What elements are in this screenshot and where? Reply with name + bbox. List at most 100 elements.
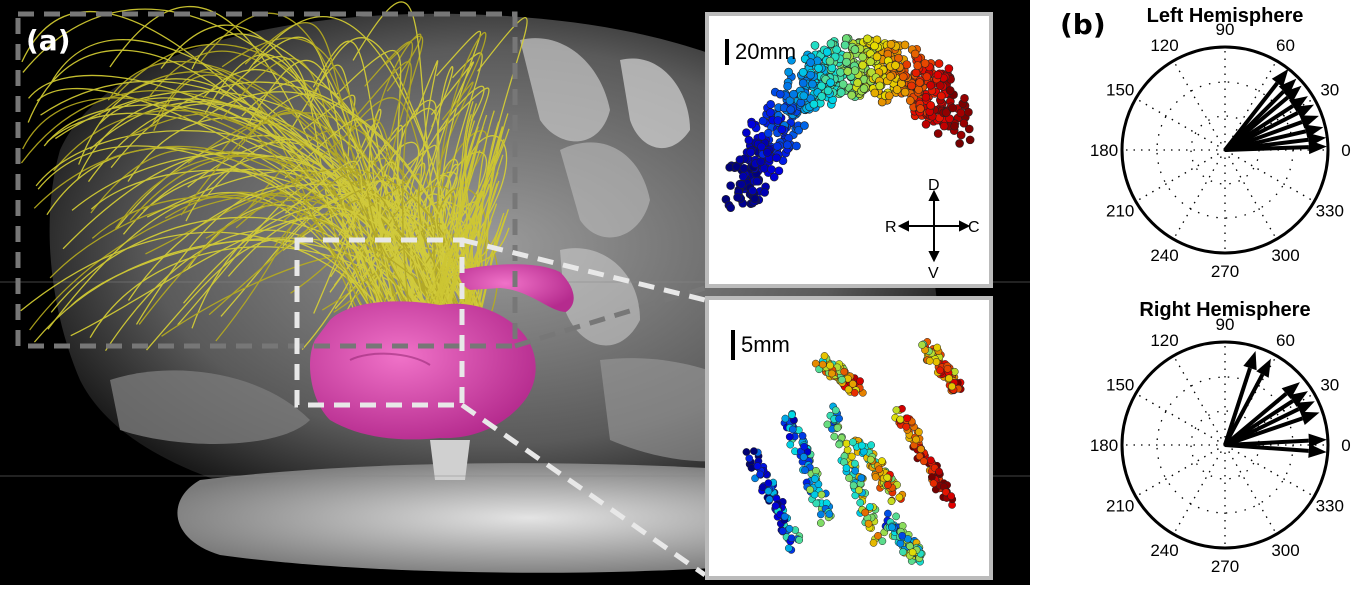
scatter-point (742, 448, 751, 456)
scatter-point (823, 86, 833, 96)
scatter-point (936, 81, 945, 90)
scatter-point (956, 130, 966, 140)
scatter-point (875, 81, 885, 91)
scatter-point (799, 91, 809, 101)
scatter-point (887, 497, 896, 506)
scatter-point (936, 91, 946, 101)
fiber-streamline (425, 174, 452, 328)
scatter-point (894, 53, 903, 63)
scatter-point (756, 157, 766, 167)
scatter-point (874, 531, 882, 540)
scatter-point (886, 72, 895, 81)
fiber-streamline (426, 227, 510, 321)
scatter-point (817, 510, 825, 519)
scatter-point (786, 440, 795, 449)
scatter-point (848, 380, 857, 388)
scatter-point (777, 125, 787, 134)
fiber-streamline (430, 217, 480, 321)
fiber-streamline (442, 126, 504, 321)
scatter-point (806, 70, 815, 80)
scatter-point (941, 108, 951, 117)
fiber-streamline (33, 145, 419, 333)
scatter-point (739, 163, 749, 173)
scatter-point (750, 447, 758, 455)
scatter-point (737, 180, 746, 189)
scatter-point (918, 341, 926, 349)
fiber-streamline (215, 180, 390, 342)
scatter-point (950, 121, 959, 131)
scatter-point (745, 454, 754, 463)
scatter-point (780, 512, 789, 521)
scatter-point (738, 172, 748, 181)
label-dorsal: D (928, 177, 940, 194)
polar-spoke (1135, 149, 1226, 203)
scatter-point (863, 34, 872, 44)
scatter-point (850, 45, 860, 54)
fiber-streamline (430, 120, 476, 321)
scatter-point (800, 442, 808, 451)
scatter-point (878, 457, 886, 465)
scatter-point (912, 435, 920, 444)
scatter-point (960, 93, 969, 103)
scatter-point (786, 105, 795, 114)
label-caudal: C (968, 219, 980, 236)
scatter-point (895, 493, 904, 502)
polar-tick-label: 0 (1341, 436, 1350, 455)
scatter-point (915, 428, 923, 436)
fiber-streamline (406, 144, 437, 345)
scatter-point (836, 67, 845, 77)
scatter-point (798, 67, 808, 77)
fiber-streamline (391, 99, 437, 322)
scatter-point (766, 100, 775, 109)
scatter-point (916, 104, 925, 113)
polar-ring (1156, 376, 1294, 514)
polar-spoke (1172, 355, 1226, 446)
scatter-point (836, 88, 846, 97)
scatter-point (774, 166, 784, 176)
scatter-point (763, 128, 773, 138)
polar-tick-label: 330 (1316, 497, 1344, 516)
scatter-point (783, 140, 792, 150)
scatter-point (733, 193, 742, 202)
scatter-point (752, 176, 762, 186)
fiber-streamline (464, 213, 477, 321)
scatter-point (935, 467, 943, 476)
scatter-point (907, 81, 916, 91)
polar-tick-label: 30 (1320, 376, 1339, 395)
scatter-point (748, 186, 757, 196)
scatter-point (878, 537, 887, 546)
scatter-point (905, 96, 915, 105)
polar-outer-ring (1120, 45, 1330, 255)
scatter-point (835, 414, 843, 423)
fiber-streamline (47, 191, 387, 337)
scatter-point (817, 490, 826, 499)
scatter-point (867, 441, 876, 449)
scatter-point (851, 466, 860, 475)
scatter-point (955, 139, 964, 148)
fiber-streamline (458, 114, 475, 321)
scatter-point (812, 499, 821, 508)
scatter-point (795, 536, 804, 544)
scatter-point (883, 481, 892, 489)
scatter-point (828, 369, 836, 378)
fiber-streamline (237, 109, 432, 333)
scatter-point (898, 72, 908, 82)
scatter-point (849, 481, 858, 490)
scale-bar-20mm: 20mm (725, 38, 796, 66)
polar-tick-label: 150 (1106, 376, 1134, 395)
scatter-point (794, 125, 803, 135)
fiber-streamline (431, 66, 481, 348)
fiber-streamline (127, 113, 384, 345)
fiber-streamline (312, 40, 419, 329)
fiber-streamline (424, 139, 505, 321)
scatter-point (750, 194, 760, 204)
fiber-streamline (465, 220, 492, 321)
scatter-point (781, 414, 790, 423)
scatter-point (902, 422, 911, 431)
scatter-point (842, 57, 851, 67)
scatter-point (866, 455, 875, 464)
fiber-streamline (291, 118, 441, 337)
scatter-point (818, 360, 827, 369)
polar-outer-ring (1120, 340, 1330, 550)
scatter-point (787, 55, 796, 65)
